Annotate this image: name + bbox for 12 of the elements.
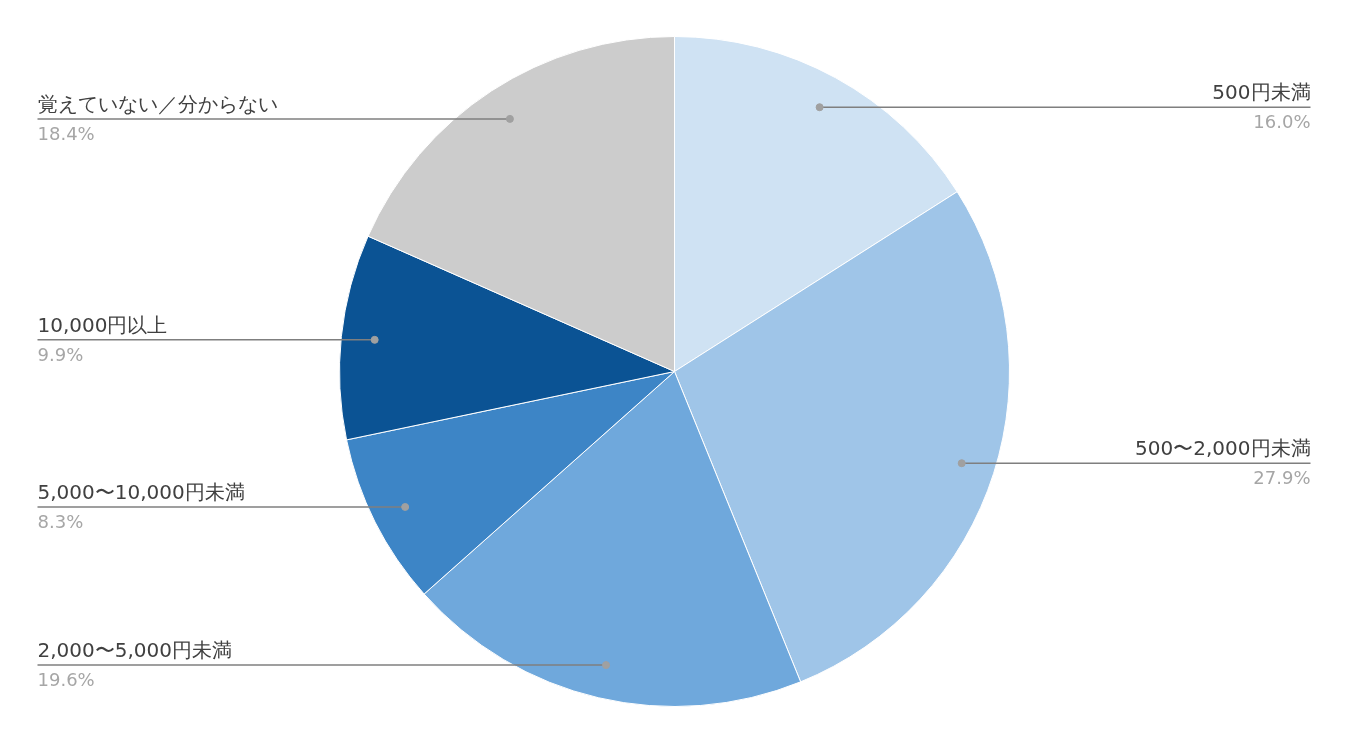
slice-label: 10,000円以上 (37, 312, 168, 337)
data-label: 16.0% (1253, 111, 1311, 133)
data-label: 27.9% (1253, 467, 1311, 489)
data-label: 9.9% (37, 343, 84, 365)
slice-label: 5,000〜10,000円未満 (37, 479, 245, 504)
data-label: 18.4% (37, 122, 95, 144)
slice-label: 500円未満 (1212, 80, 1311, 105)
slice-label: 500〜2,000円未満 (1135, 436, 1311, 461)
slice-label: 2,000〜5,000円未満 (37, 638, 233, 663)
slice-label: 覚えていない／分からない (37, 91, 278, 116)
data-label: 8.3% (37, 510, 84, 532)
data-label: 19.6% (37, 669, 95, 691)
